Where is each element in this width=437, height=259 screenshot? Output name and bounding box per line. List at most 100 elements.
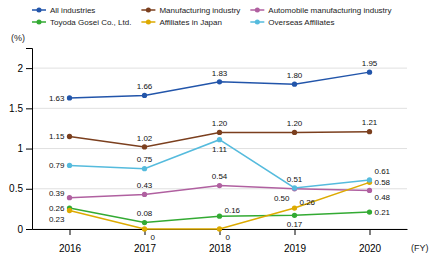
y-tick-label: 0.5	[9, 183, 23, 194]
marks	[67, 69, 372, 231]
data-label: 0	[151, 233, 156, 242]
series	[67, 180, 372, 232]
grid-line	[32, 108, 407, 109]
y-tick-mark	[26, 149, 32, 150]
data-label: 1.21	[362, 118, 378, 127]
y-tick-label: 1.5	[9, 103, 23, 114]
line	[70, 208, 370, 222]
legend-item: Toyoda Gosei Co., Ltd.	[32, 18, 131, 27]
x-axis: 2016 2017 2018 2019 2020	[33, 229, 408, 254]
data-label: 0.79	[49, 161, 65, 170]
x-tick-label: 2016	[59, 243, 82, 254]
data-label: 0.61	[375, 167, 391, 176]
data-label: 0.51	[287, 175, 303, 184]
legend-label: Automobile manufacturing industry	[268, 6, 391, 15]
point	[367, 69, 372, 74]
y-tick-mark	[26, 68, 32, 69]
data-label: 0.50	[274, 194, 290, 203]
data-label: 1.02	[137, 134, 153, 143]
point	[367, 177, 372, 182]
point	[67, 195, 72, 200]
data-label: 1.63	[49, 94, 65, 103]
data-label: 0.75	[137, 155, 153, 164]
data-label: 0.17	[287, 220, 303, 229]
legend-label: Toyoda Gosei Co., Ltd.	[50, 18, 131, 27]
legend-item: Affiliates in Japan	[141, 18, 222, 27]
point	[217, 213, 222, 218]
y-axis-line	[26, 49, 33, 230]
point	[67, 163, 72, 168]
legend-marker	[36, 7, 41, 12]
plot: 00.511.5220162017201820192020(%)(FY)1.63…	[9, 33, 428, 254]
y-axis-title: (%)	[11, 33, 25, 43]
chart-container: All industries Manufacturing industry Auto…	[0, 0, 437, 259]
point	[217, 130, 222, 135]
legend-item: Manufacturing industry	[141, 6, 240, 15]
x-tick-label: 2020	[359, 243, 382, 254]
x-tick-mark	[370, 229, 371, 235]
data-label: 0.26	[49, 204, 65, 213]
point	[292, 213, 297, 218]
legend-item: Overseas Affiliates	[250, 18, 334, 27]
data-label: 0.26	[300, 198, 316, 207]
x-tick-label: 2017	[134, 243, 157, 254]
point	[292, 130, 297, 135]
x-axis-title: (FY)	[411, 243, 429, 253]
data-label: 1.15	[49, 132, 65, 141]
y-tick: 1.5	[9, 103, 32, 114]
grid	[32, 68, 407, 229]
point	[217, 183, 222, 188]
point	[367, 129, 372, 134]
y-tick: 1	[17, 143, 32, 154]
legend-marker	[36, 19, 41, 24]
data-label: 1.95	[362, 59, 378, 68]
x-tick: 2020	[359, 229, 382, 254]
point	[142, 93, 147, 98]
point	[142, 166, 147, 171]
data-label: 1.66	[137, 82, 153, 91]
data-label: 0.58	[375, 178, 391, 187]
point	[67, 134, 72, 139]
x-tick: 2016	[59, 229, 82, 254]
line	[70, 140, 370, 188]
legend-label: All industries	[50, 6, 95, 15]
y-tick: 0.5	[9, 183, 32, 194]
data-label: 1.83	[212, 69, 228, 78]
y-tick-mark	[26, 229, 32, 230]
legend-marker	[255, 19, 260, 24]
chart: All industries Manufacturing industry Auto…	[0, 0, 437, 259]
legend-marker	[146, 7, 151, 12]
legend: All industries Manufacturing industry Auto…	[32, 6, 392, 27]
y-tick-label: 0	[17, 224, 23, 235]
legend-label: Manufacturing industry	[159, 6, 240, 15]
data-label: 0.43	[137, 181, 153, 190]
x-tick: 2019	[284, 229, 307, 254]
y-tick-label: 2	[17, 63, 23, 74]
data-label: 0.54	[212, 172, 228, 181]
point	[142, 220, 147, 225]
line	[70, 182, 370, 229]
x-tick-label: 2018	[209, 243, 232, 254]
point	[142, 192, 147, 197]
y-tick: 0	[17, 224, 32, 235]
x-tick-mark	[70, 229, 71, 235]
x-tick-label: 2019	[284, 243, 307, 254]
series	[67, 205, 372, 225]
legend-label: Overseas Affiliates	[268, 18, 334, 27]
legend-marker	[146, 19, 151, 24]
y-axis: 0 0.5 1 1.5 2	[9, 49, 32, 235]
data-label: 0.08	[137, 209, 153, 218]
y-tick-label: 1	[17, 143, 23, 154]
series	[67, 137, 372, 191]
data-label: 1.11	[212, 145, 228, 154]
data-label: 0.21	[375, 208, 391, 217]
series	[67, 69, 372, 100]
x-tick: 2017	[134, 229, 157, 254]
data-labels: 1.631.661.831.801.951.151.021.201.201.21…	[49, 59, 391, 242]
legend-marker	[255, 7, 260, 12]
point	[367, 188, 372, 193]
legend-label: Affiliates in Japan	[159, 18, 222, 27]
point	[217, 226, 222, 231]
y-tick-mark	[26, 108, 32, 109]
x-tick-mark	[295, 229, 296, 235]
